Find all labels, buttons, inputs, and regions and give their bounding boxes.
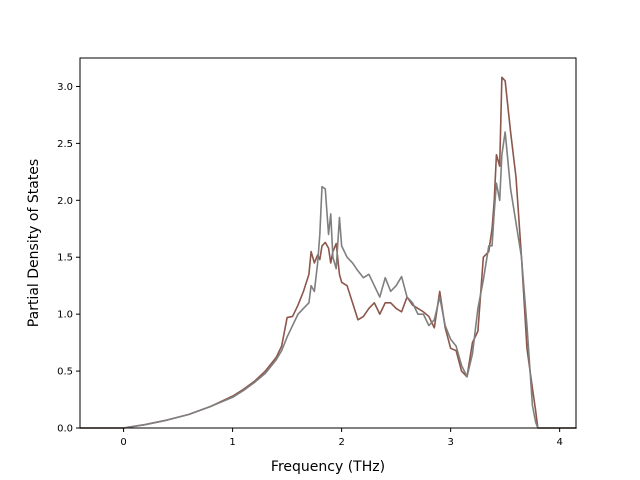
x-tick-label: 1	[229, 437, 235, 448]
y-tick-label: 2.5	[57, 139, 73, 150]
x-tick-label: 3	[447, 437, 453, 448]
x-tick-label: 0	[120, 437, 126, 448]
y-tick-label: 2.0	[57, 196, 73, 207]
series-line-1	[79, 131, 577, 429]
x-tick-label: 4	[556, 437, 562, 448]
series-layer	[79, 76, 577, 429]
plot-frame	[79, 57, 577, 429]
y-axis-label: Partial Density of States	[26, 159, 42, 327]
ticks-layer: 0 1 2 3 4 0.0 0.5 1.0 1.5 2.0 2.5 3.0	[57, 82, 563, 448]
y-tick-label: 1.5	[57, 253, 73, 264]
x-tick-label: 2	[338, 437, 344, 448]
plot-background	[80, 58, 576, 428]
x-axis-label: Frequency (THz)	[271, 459, 385, 475]
y-tick-label: 3.0	[57, 82, 73, 93]
y-tick-label: 0.0	[57, 424, 73, 435]
y-tick-label: 1.0	[57, 310, 73, 321]
series-line-0	[79, 76, 577, 429]
y-tick-label: 0.5	[57, 367, 73, 378]
